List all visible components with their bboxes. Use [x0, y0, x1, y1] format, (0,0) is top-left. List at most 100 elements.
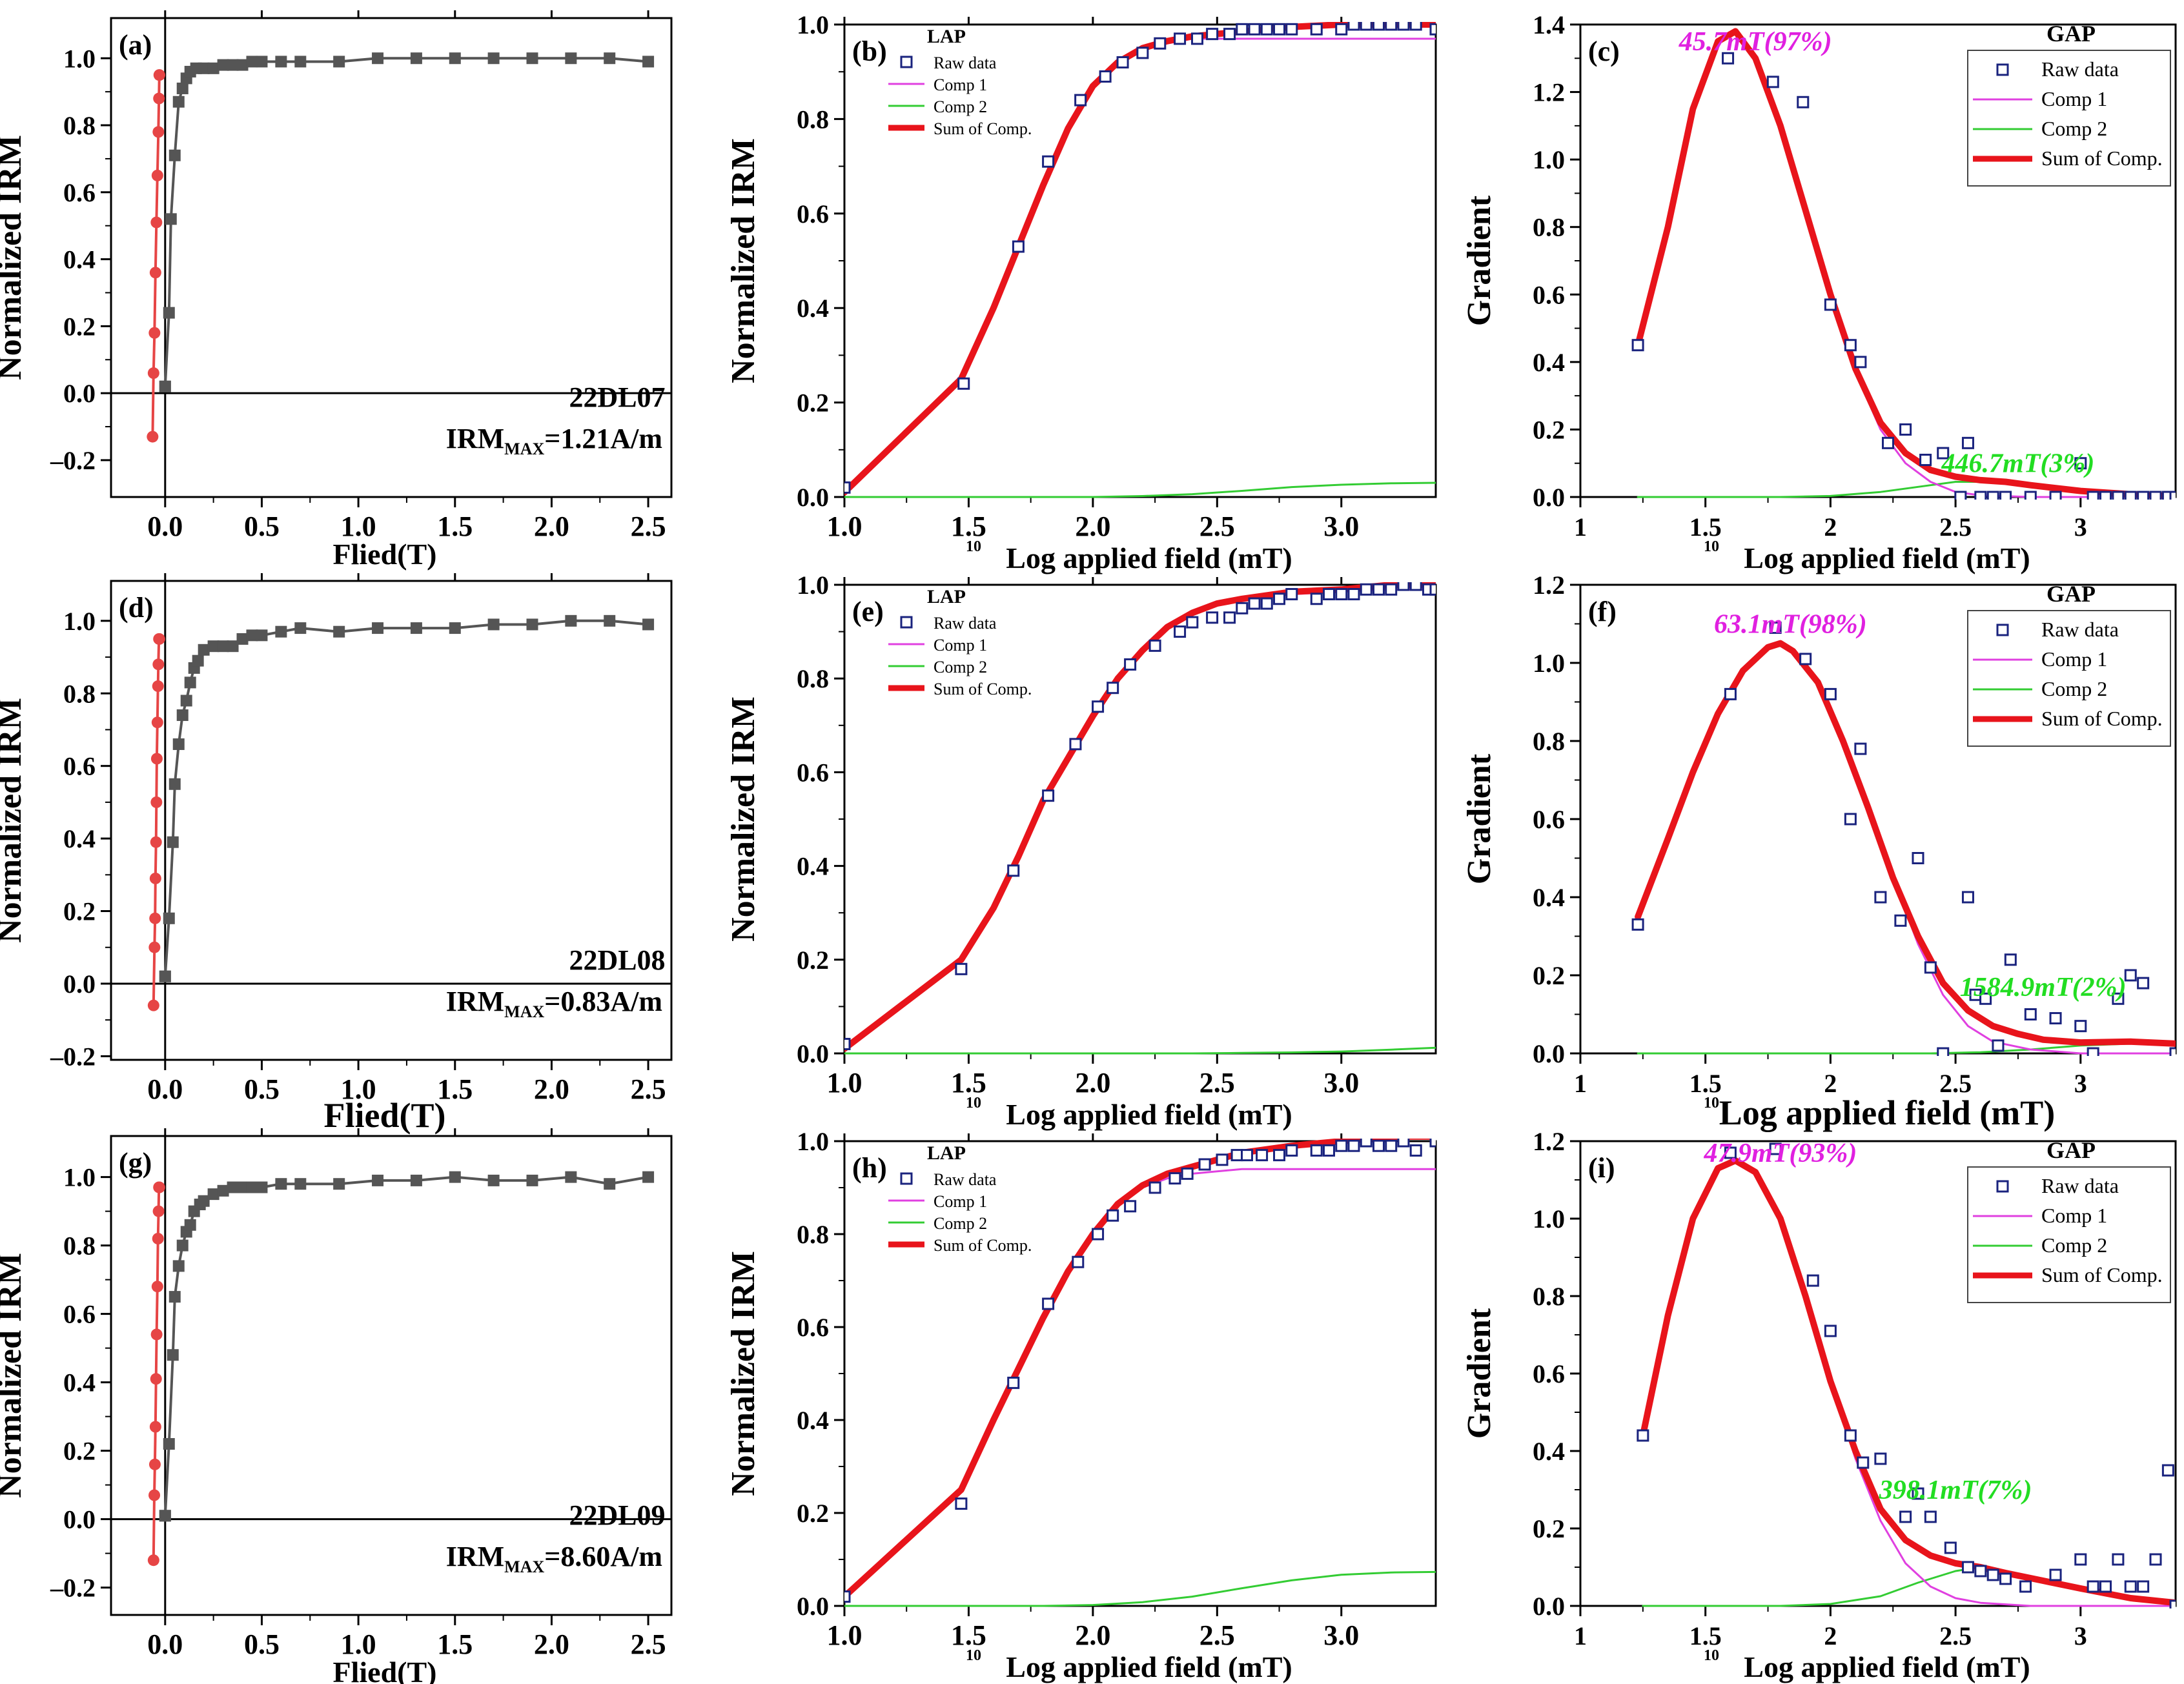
irm-point	[275, 1178, 287, 1190]
raw-data-point	[1974, 1565, 1987, 1577]
x-tick-label: 1.0	[827, 511, 862, 542]
raw-data-point	[1899, 1510, 1912, 1523]
y-axis-label: Normalized IRM	[0, 1253, 28, 1498]
raw-data-point	[1385, 583, 1398, 596]
x-tick-label: 2.0	[534, 511, 569, 542]
annotation: 63.1mT(98%)	[1714, 610, 1867, 640]
irm-point	[604, 52, 616, 65]
x-tick-label: 2.5	[1939, 1621, 1972, 1650]
y-tick-label: 0.8	[797, 664, 829, 693]
y-tick-label: 0.6	[797, 1313, 829, 1342]
panel-e: 1.0 1.5 2.0 2.5 3.0 0.0 0.2 0.4 0.6 0.8 1.0 Normali…	[725, 571, 1437, 1131]
raw-data-point	[1124, 1200, 1137, 1213]
raw-data-point	[1042, 1297, 1055, 1310]
y-tick-label: 0.0	[1533, 1592, 1565, 1621]
raw-data-point	[1954, 491, 1967, 500]
raw-data-point	[1961, 436, 1974, 449]
backfield-point	[153, 69, 165, 81]
raw-data-point	[1824, 687, 1837, 700]
backfield-point	[149, 1421, 161, 1433]
series-group	[1637, 1142, 2176, 1608]
raw-data-point	[1069, 738, 1082, 751]
raw-data-point	[2124, 1580, 2137, 1593]
annotation: 1584.9mT(2%)	[1960, 973, 2127, 1002]
x-axis-label-log-base: 10	[1704, 538, 1719, 555]
raw-data-point	[1223, 28, 1236, 41]
raw-data-point	[1924, 961, 1937, 974]
raw-data-point	[844, 1590, 851, 1603]
irm-point	[246, 629, 258, 642]
raw-data-point	[1236, 23, 1249, 36]
irm-max-value: =8.60A/m	[544, 1541, 662, 1572]
backfield-point	[148, 327, 161, 339]
legend-label: Raw data	[934, 614, 997, 633]
raw-data-point	[1986, 1568, 1999, 1581]
y-tick-label: 0.4	[1533, 348, 1565, 377]
raw-data-point	[1372, 1139, 1385, 1152]
raw-data-point	[1944, 1541, 1957, 1554]
x-axis-label-log-base: 10	[966, 1647, 981, 1664]
raw-data-point	[2169, 1599, 2176, 1608]
y-tick-label: 0.6	[63, 178, 96, 207]
irm-point	[227, 1181, 239, 1193]
x-tick-label: 3.0	[1323, 511, 1359, 542]
backfield-point	[150, 753, 163, 765]
panel-label: (f)	[1588, 596, 1617, 627]
irm-point	[163, 912, 175, 924]
raw-data-point	[1874, 1452, 1887, 1465]
raw-data-point	[1912, 852, 1924, 864]
y-axis-label: Normalized IRM	[0, 135, 28, 380]
raw-data-point	[2137, 1580, 2150, 1593]
raw-data-point	[1372, 583, 1385, 596]
irm-point	[526, 52, 538, 65]
irm-point	[526, 618, 538, 631]
raw-data-point	[1974, 491, 1987, 500]
irm-point	[176, 82, 189, 94]
raw-data-point	[1216, 1153, 1229, 1166]
series-irm-acquisition-line	[163, 619, 650, 978]
irm-point	[294, 56, 307, 68]
raw-data-point	[1248, 597, 1261, 610]
y-tick-label: 0.2	[63, 897, 96, 926]
irm-max-label: IRMMAX=0.83A/m	[446, 986, 662, 1021]
irm-max-value: =1.21A/m	[544, 423, 662, 454]
legend-label: Comp 1	[934, 1192, 987, 1211]
raw-data-point	[2019, 1580, 2032, 1593]
backfield-point	[148, 1489, 161, 1501]
raw-data-point	[1072, 1255, 1085, 1268]
raw-data-point	[2161, 1464, 2174, 1477]
x-tick-label: 2.5	[1199, 1619, 1235, 1651]
y-tick-label: 0.6	[797, 758, 829, 787]
y-tick-label: –0.2	[50, 446, 96, 475]
x-axis-label: Log applied field (mT)	[1744, 542, 2030, 574]
raw-data-point	[1824, 298, 1837, 311]
panel-title: LAP	[927, 26, 966, 47]
irm-point	[167, 1349, 179, 1361]
irm-point	[168, 149, 181, 161]
legend-label: Raw data	[2041, 1174, 2119, 1197]
y-tick-label: 1.0	[1533, 649, 1565, 678]
raw-data-point	[1285, 23, 1298, 36]
y-axis-label: Normalized IRM	[0, 698, 28, 943]
raw-data-point	[1260, 23, 1273, 36]
raw-data-point	[1191, 32, 1204, 45]
backfield-point	[151, 169, 163, 181]
backfield-point	[152, 680, 164, 693]
legend-swatch-raw	[900, 56, 913, 68]
x-tick-label: 1	[1574, 1621, 1587, 1650]
irm-point	[172, 96, 185, 108]
x-tick-label: 3	[2074, 1621, 2087, 1650]
raw-data-point	[1285, 588, 1298, 601]
raw-data-point	[1174, 625, 1187, 638]
legend-label: Sum of Comp.	[2041, 1263, 2163, 1286]
irm-point	[207, 1188, 219, 1201]
x-tick-label: 1.0	[341, 511, 376, 542]
x-tick-label: 1.5	[1689, 512, 1722, 542]
legend-label: Raw data	[2041, 57, 2119, 81]
irm-point	[227, 640, 239, 653]
raw-data-point	[1824, 1324, 1837, 1337]
backfield-point	[150, 216, 163, 228]
legend-label: Comp 2	[2041, 677, 2107, 700]
panel-b: 1.0 1.5 2.0 2.5 3.0 0.0 0.2 0.4 0.6 0.8 1.0 Normali…	[725, 10, 1437, 574]
y-axis-label: Gradient	[1461, 1308, 1498, 1439]
